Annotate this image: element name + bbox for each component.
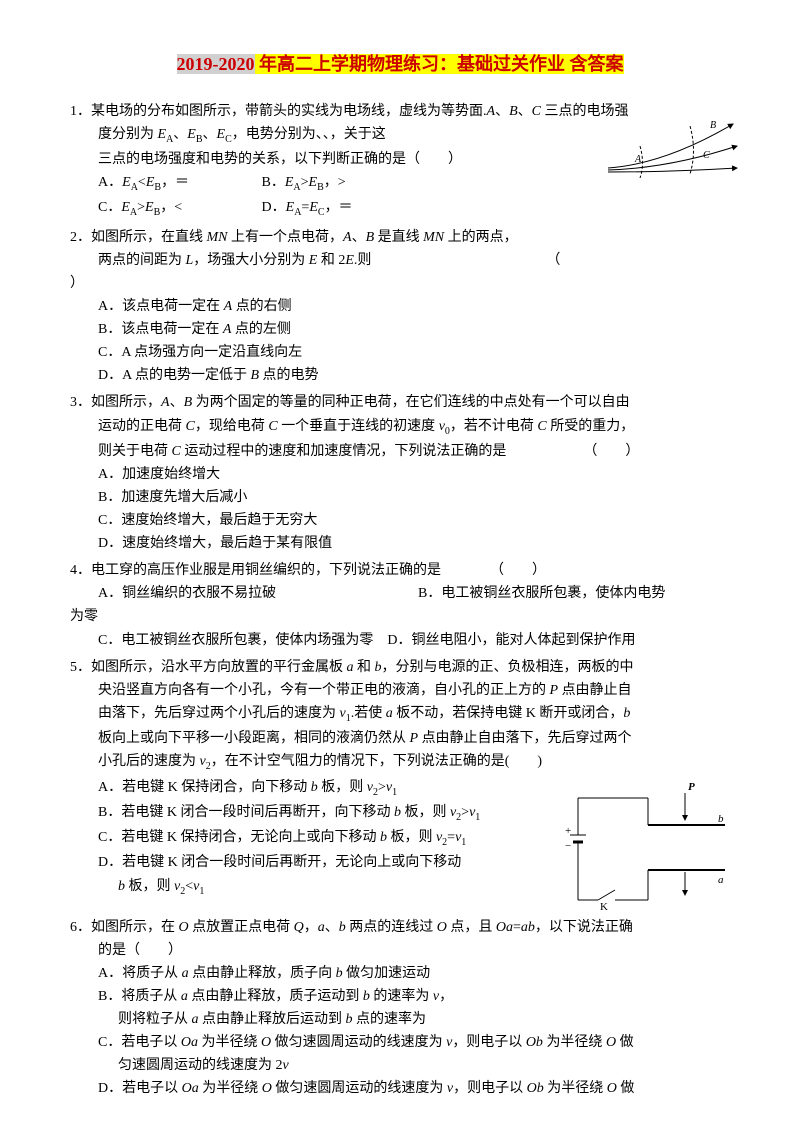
q4-optB-cont: 为零 xyxy=(70,605,730,628)
q3-optA: A．加速度始终增大 xyxy=(70,463,730,486)
q2-optD: D．A 点的电势一定低于 B 点的电势 xyxy=(70,364,730,387)
svg-text:P: P xyxy=(688,781,695,793)
q3-optD: D．速度始终增大，最后趋于某有限值 xyxy=(70,532,730,555)
question-6: 6．如图所示，在 O 点放置正点电荷 Q，a、b 两点的连线过 O 点，且 Oa… xyxy=(70,916,730,1101)
q3-optC: C．速度始终增大，最后趋于无穷大 xyxy=(70,509,730,532)
q1-opts-cd: C．EA>EB，< D．EA=EC，＝ xyxy=(70,196,730,221)
q1-l1a: 某电场的分布如图所示，带箭头的实线为电场线，虚线为等势面. xyxy=(91,104,487,119)
svg-text:+: + xyxy=(565,825,571,837)
q2-optB: B．该点电荷一定在 A 点的左侧 xyxy=(70,318,730,341)
q2-optA: A．该点电荷一定在 A 点的右侧 xyxy=(70,295,730,318)
question-2: 2．如图所示，在直线 MN 上有一个点电荷，A、B 是直线 MN 上的两点， 两… xyxy=(70,226,730,388)
svg-text:a: a xyxy=(718,874,724,886)
question-1: A B C 1．某电场的分布如图所示，带箭头的实线为电场线，虚线为等势面.A、B… xyxy=(70,100,730,222)
q6-optD: D．若电子以 Oa 为半径绕 O 做匀速圆周运动的线速度为 v，则电子以 Ob … xyxy=(70,1077,730,1100)
q3-optB: B．加速度先增大后减小 xyxy=(70,486,730,509)
q4-opts-ab: A．铜丝编织的衣服不易拉破B．电工被铜丝衣服所包裹，使体内电势 xyxy=(70,582,730,605)
svg-text:B: B xyxy=(710,120,716,131)
svg-text:b: b xyxy=(718,813,724,825)
q6-optB: B．将质子从 a 点由静止释放，质子运动到 b 的速率为 v， xyxy=(70,985,730,1008)
svg-text:C: C xyxy=(703,150,710,161)
svg-text:K: K xyxy=(600,901,608,910)
q6-optA: A．将质子从 a 点由静止释放，质子向 b 做匀加速运动 xyxy=(70,962,730,985)
title-text: 年高二上学期物理练习：基础过关作业 含答案 xyxy=(255,54,624,74)
q1-num: 1． xyxy=(70,104,91,119)
page-title: 2019-2020 年高二上学期物理练习：基础过关作业 含答案 xyxy=(70,50,730,80)
capacitor-circuit-diagram: P b a + − K xyxy=(560,780,730,910)
question-3: 3．如图所示，A、B 为两个固定的等量的同种正电荷，在它们连线的中点处有一个可以… xyxy=(70,391,730,555)
q2-optC: C．A 点场强方向一定沿直线向左 xyxy=(70,341,730,364)
field-lines-diagram: A B C xyxy=(605,116,740,178)
svg-text:A: A xyxy=(634,154,642,165)
question-4: 4．电工穿的高压作业服是用铜丝编织的，下列说法正确的是 （ ） A．铜丝编织的衣… xyxy=(70,559,730,651)
title-year: 2019-2020 xyxy=(177,54,255,74)
q4-opts-cd: C．电工被铜丝衣服所包裹，使体内场强为零 D．铜丝电阻小，能对人体起到保护作用 xyxy=(70,629,730,652)
question-5: P b a + − K 5．如图所示，沿水平方向放置的平行金属板 a 和 b，分… xyxy=(70,656,730,900)
svg-text:−: − xyxy=(565,840,571,852)
q6-optC: C．若电子以 Oa 为半径绕 O 做匀速圆周运动的线速度为 v，则电子以 Ob … xyxy=(70,1031,730,1054)
